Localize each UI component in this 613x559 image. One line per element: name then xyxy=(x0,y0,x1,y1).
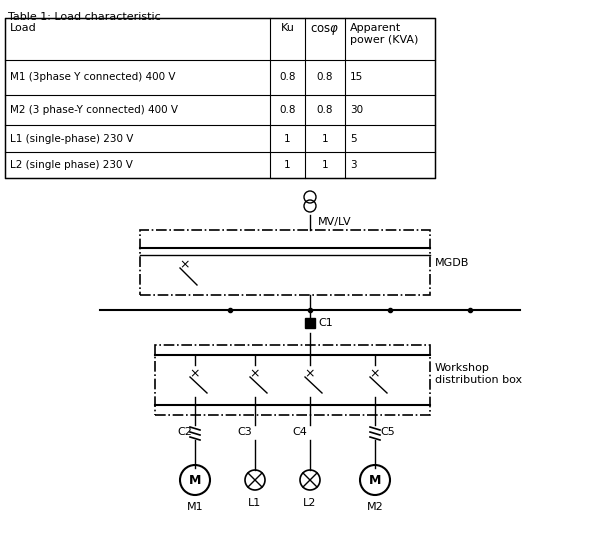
Text: Ku: Ku xyxy=(281,23,294,33)
Text: ×: × xyxy=(305,367,315,380)
Text: M1: M1 xyxy=(187,502,204,512)
Text: 1: 1 xyxy=(284,160,291,170)
Text: 0.8: 0.8 xyxy=(280,105,295,115)
Text: 1: 1 xyxy=(322,160,329,170)
Text: C3: C3 xyxy=(237,427,252,437)
Text: ×: × xyxy=(190,367,200,380)
Text: MV/LV: MV/LV xyxy=(318,217,352,227)
FancyBboxPatch shape xyxy=(140,230,430,295)
Text: C4: C4 xyxy=(292,427,307,437)
Text: M2 (3 phase-Y connected) 400 V: M2 (3 phase-Y connected) 400 V xyxy=(10,105,178,115)
Text: ×: × xyxy=(370,367,380,380)
Text: ×: × xyxy=(249,367,261,380)
Text: 30: 30 xyxy=(350,105,363,115)
Text: 5: 5 xyxy=(350,134,357,144)
Text: 1: 1 xyxy=(322,134,329,144)
Text: 0.8: 0.8 xyxy=(317,73,333,83)
Text: MGDB: MGDB xyxy=(435,258,470,268)
Text: 0.8: 0.8 xyxy=(280,73,295,83)
Text: cos$\varphi$: cos$\varphi$ xyxy=(310,23,340,37)
Text: C2: C2 xyxy=(177,427,192,437)
Text: 3: 3 xyxy=(350,160,357,170)
Text: 15: 15 xyxy=(350,73,364,83)
Text: M2: M2 xyxy=(367,502,383,512)
Text: M: M xyxy=(189,473,201,486)
Text: L1 (single-phase) 230 V: L1 (single-phase) 230 V xyxy=(10,134,134,144)
Text: Load: Load xyxy=(10,23,37,33)
Text: Table 1: Load characteristic: Table 1: Load characteristic xyxy=(8,12,161,22)
Text: L2 (single phase) 230 V: L2 (single phase) 230 V xyxy=(10,160,133,170)
Text: L2: L2 xyxy=(303,498,317,508)
Text: M: M xyxy=(369,473,381,486)
Text: distribution box: distribution box xyxy=(435,375,522,385)
Text: C1: C1 xyxy=(318,318,333,328)
Text: Workshop: Workshop xyxy=(435,363,490,373)
Text: 0.8: 0.8 xyxy=(317,105,333,115)
Text: 1: 1 xyxy=(284,134,291,144)
FancyBboxPatch shape xyxy=(155,345,430,415)
Text: M1 (3phase Y connected) 400 V: M1 (3phase Y connected) 400 V xyxy=(10,73,175,83)
Text: L1: L1 xyxy=(248,498,262,508)
Text: C5: C5 xyxy=(380,427,395,437)
FancyBboxPatch shape xyxy=(305,318,315,328)
Text: Apparent
power (KVA): Apparent power (KVA) xyxy=(350,23,419,45)
Bar xyxy=(5,18,435,178)
Text: ×: × xyxy=(180,258,190,271)
